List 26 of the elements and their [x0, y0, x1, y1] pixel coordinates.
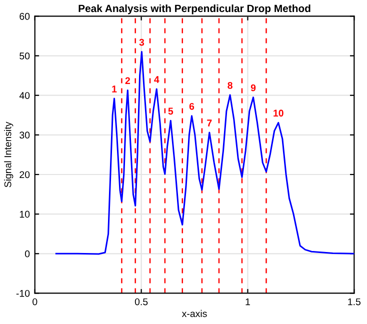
- y-tick-label: 50: [20, 52, 30, 60]
- chart-title: Peak Analysis with Perpendicular Drop Method: [78, 4, 310, 14]
- x-axis-title: x-axis: [182, 310, 207, 318]
- line-series: [55, 51, 354, 255]
- annotation: 1: [112, 86, 117, 92]
- y-tick-label: 40: [19, 92, 30, 99]
- y-tick-label: 30: [20, 132, 30, 139]
- y-axis-title: Signal Intensity: [4, 122, 14, 188]
- annotation: 7: [207, 120, 212, 126]
- y-tick-label: 60: [20, 12, 30, 20]
- annotation: 3: [139, 38, 144, 46]
- annotation: 2: [125, 77, 130, 84]
- x-tick-label: 0: [32, 298, 38, 306]
- y-tick-label: 0: [24, 250, 30, 258]
- annotation: 10: [274, 110, 284, 117]
- y-tick-label: 20: [20, 171, 30, 178]
- annotation: 6: [189, 102, 194, 110]
- x-tick-label: 0.5: [134, 298, 148, 306]
- y-tick-label: -10: [16, 290, 30, 297]
- x-tick-label: 1: [246, 298, 250, 306]
- x-tick-label: 1.5: [348, 298, 361, 306]
- annotation: 5: [168, 108, 174, 115]
- annotation: 8: [228, 82, 232, 89]
- annotation: 9: [250, 84, 256, 92]
- y-tick-label: 10: [20, 210, 30, 218]
- annotation: 4: [154, 76, 160, 83]
